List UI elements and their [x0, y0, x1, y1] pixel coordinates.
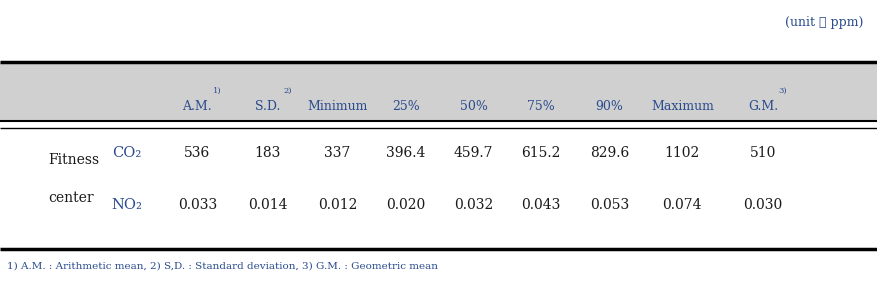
- Text: 0.043: 0.043: [522, 198, 560, 212]
- Bar: [0, 62, 877, 121]
- Text: 0.012: 0.012: [318, 198, 357, 212]
- Text: 90%: 90%: [595, 100, 624, 113]
- Text: 0.032: 0.032: [454, 198, 493, 212]
- Text: 0.030: 0.030: [744, 198, 782, 212]
- Text: 3): 3): [779, 87, 788, 95]
- Text: 337: 337: [324, 146, 351, 160]
- Text: 536: 536: [184, 146, 210, 160]
- Text: 0.033: 0.033: [178, 198, 217, 212]
- Text: 615.2: 615.2: [522, 146, 560, 160]
- Text: Fitness: Fitness: [48, 153, 99, 167]
- Text: 50%: 50%: [460, 100, 488, 113]
- Text: 25%: 25%: [392, 100, 420, 113]
- Text: CO₂: CO₂: [112, 146, 142, 160]
- Text: 0.074: 0.074: [662, 198, 702, 212]
- Text: 1) A.M. : Arithmetic mean, 2) S,D. : Standard deviation, 3) G.M. : Geometric mea: 1) A.M. : Arithmetic mean, 2) S,D. : Sta…: [7, 261, 438, 270]
- Text: 75%: 75%: [527, 100, 555, 113]
- Text: Minimum: Minimum: [308, 100, 367, 113]
- Text: center: center: [48, 191, 94, 205]
- Text: 459.7: 459.7: [453, 146, 494, 160]
- Text: 183: 183: [254, 146, 281, 160]
- Text: S.D.: S.D.: [255, 100, 280, 113]
- Text: 0.053: 0.053: [590, 198, 629, 212]
- Text: 0.020: 0.020: [387, 198, 425, 212]
- Text: 510: 510: [750, 146, 776, 160]
- Text: 829.6: 829.6: [590, 146, 629, 160]
- Text: 1): 1): [213, 87, 222, 95]
- Text: A.M.: A.M.: [182, 100, 212, 113]
- Text: NO₂: NO₂: [111, 198, 143, 212]
- Text: G.M.: G.M.: [748, 100, 778, 113]
- Text: 396.4: 396.4: [387, 146, 425, 160]
- Text: (unit ： ppm): (unit ： ppm): [786, 16, 864, 29]
- Text: 1102: 1102: [665, 146, 700, 160]
- Text: Maximum: Maximum: [651, 100, 714, 113]
- Text: 2): 2): [283, 87, 292, 95]
- Text: 0.014: 0.014: [247, 198, 288, 212]
